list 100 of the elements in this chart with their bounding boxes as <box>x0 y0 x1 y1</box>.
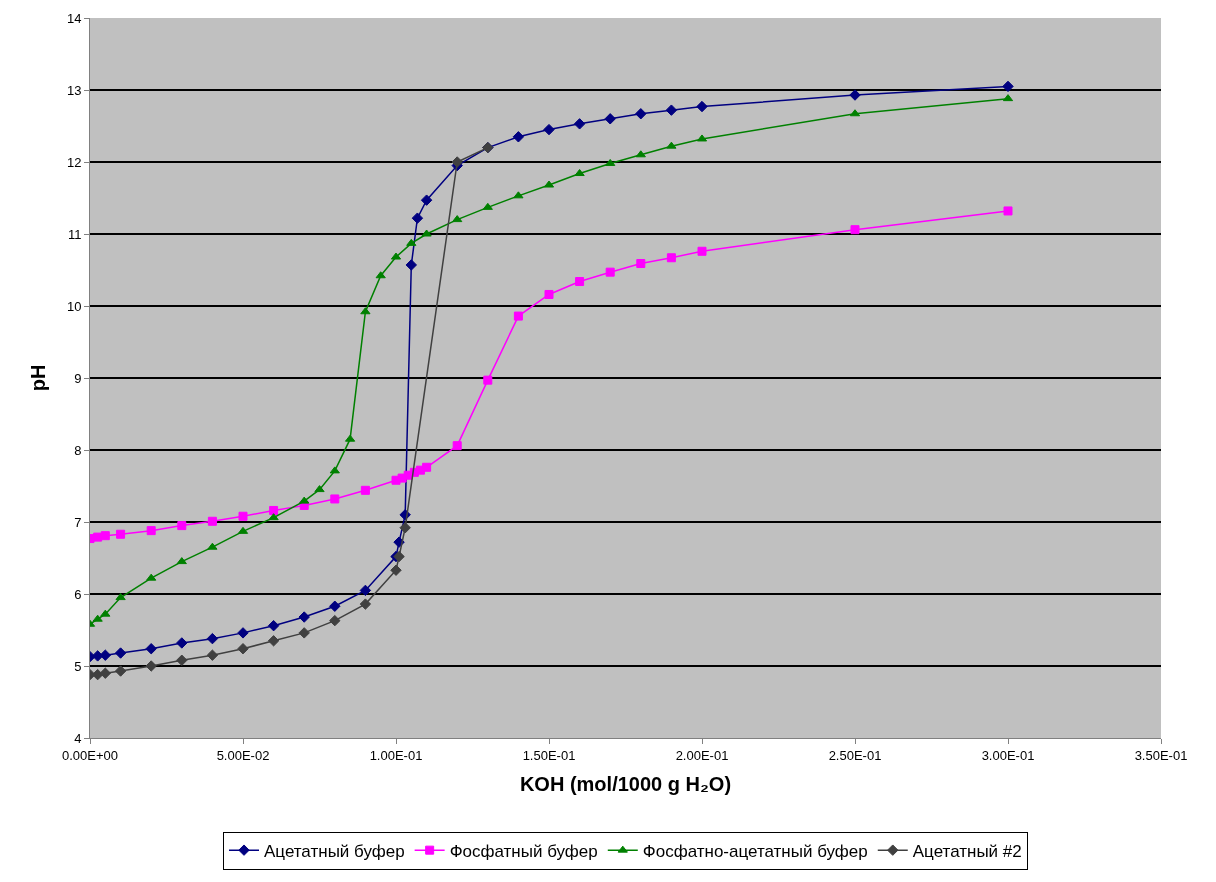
point <box>574 169 585 177</box>
y-tick-label: 14 <box>66 10 82 26</box>
x-tick-label: 0.00E+00 <box>61 747 119 763</box>
point <box>359 584 372 597</box>
point <box>207 516 217 526</box>
point <box>1002 80 1014 93</box>
point <box>359 598 372 610</box>
y-tick-label: 7 <box>74 514 82 530</box>
point <box>666 141 677 149</box>
y-tick-label: 5 <box>74 658 82 674</box>
point <box>115 593 126 601</box>
legend-label: Ацетатный буфер <box>264 841 405 861</box>
point <box>360 485 370 495</box>
y-tick-label: 13 <box>66 82 82 98</box>
point <box>207 542 218 550</box>
point <box>100 531 110 541</box>
point <box>665 104 678 116</box>
point <box>513 311 523 321</box>
point <box>206 632 219 645</box>
point <box>269 505 279 515</box>
legend-label: Фосфатный буфер <box>449 841 598 861</box>
point <box>375 271 386 279</box>
point <box>298 627 310 639</box>
point <box>93 532 103 542</box>
y-tick-label: 10 <box>66 298 82 314</box>
point <box>483 375 493 385</box>
x-tick-label: 2.50E-01 <box>828 747 882 763</box>
point <box>267 635 280 647</box>
point <box>176 654 188 666</box>
point <box>330 494 340 504</box>
point <box>114 665 127 677</box>
y-tick-label: 9 <box>74 370 82 386</box>
point <box>390 564 402 576</box>
point <box>329 614 341 627</box>
point <box>697 246 707 256</box>
point <box>145 643 157 655</box>
point <box>544 289 554 299</box>
point <box>92 614 103 622</box>
point <box>114 647 127 659</box>
point <box>575 277 585 287</box>
point <box>329 600 341 612</box>
point <box>421 229 432 237</box>
point <box>1003 206 1013 216</box>
point <box>636 259 646 269</box>
point <box>237 627 249 639</box>
y-tick-label: 4 <box>74 730 82 746</box>
point <box>145 660 157 672</box>
point <box>573 118 586 130</box>
y-tick-label: 6 <box>74 586 82 602</box>
point <box>849 89 861 101</box>
point <box>411 212 424 224</box>
point <box>399 522 411 534</box>
point <box>452 441 462 451</box>
point <box>850 225 860 235</box>
point <box>696 100 708 113</box>
point <box>329 466 340 474</box>
point <box>452 215 463 223</box>
point <box>482 202 493 210</box>
point <box>177 521 187 531</box>
point <box>238 511 248 521</box>
point <box>605 158 616 166</box>
point <box>422 462 432 472</box>
point <box>268 513 279 521</box>
x-tick-label: 2.00E-01 <box>675 747 729 763</box>
point <box>176 637 188 649</box>
point <box>299 496 310 504</box>
x-tick-label: 3.00E-01 <box>981 747 1035 763</box>
point <box>512 131 525 143</box>
point <box>298 611 310 623</box>
point <box>237 643 249 655</box>
point <box>513 191 524 199</box>
x-axis-title: KOH (mol/1000 g H₂O) <box>519 773 732 796</box>
point <box>99 667 111 679</box>
y-tick-label: 12 <box>66 154 82 170</box>
point <box>360 307 371 315</box>
point <box>635 108 647 120</box>
point <box>146 526 156 536</box>
point <box>604 113 616 125</box>
point <box>420 194 433 206</box>
x-tick-label: 1.00E-01 <box>369 747 423 763</box>
point <box>605 267 615 277</box>
x-tick-label: 3.50E-01 <box>1134 747 1188 763</box>
y-tick-label: 8 <box>74 442 82 458</box>
x-tick-label: 5.00E-02 <box>216 747 270 763</box>
point <box>146 573 157 581</box>
point <box>314 485 325 493</box>
point <box>267 619 280 632</box>
point <box>406 238 417 246</box>
point <box>666 253 676 263</box>
legend-label: Фосфатно-ацетатный буфер <box>642 841 868 861</box>
y-tick-label: 11 <box>67 226 82 242</box>
point <box>635 150 646 158</box>
point <box>405 259 417 271</box>
point <box>100 609 111 617</box>
point <box>116 529 126 539</box>
legend-label: Ацетатный #2 <box>912 841 1022 861</box>
point <box>176 557 187 565</box>
point <box>206 649 219 661</box>
point <box>451 156 463 168</box>
y-axis-title: pH <box>27 364 50 392</box>
